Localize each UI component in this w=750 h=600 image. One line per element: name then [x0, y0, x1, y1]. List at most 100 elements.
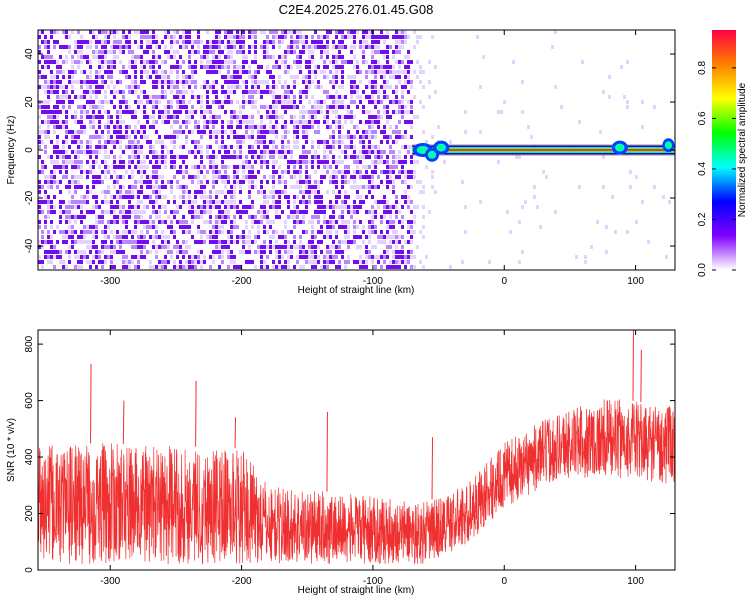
heatmap-cell — [383, 160, 386, 164]
heatmap-cell — [356, 165, 359, 169]
heatmap-cell — [209, 130, 212, 134]
heatmap-cell — [38, 195, 41, 199]
heatmap-cell — [68, 235, 71, 239]
heatmap-cell — [179, 145, 182, 149]
heatmap-cell — [599, 130, 602, 134]
heatmap-cell — [74, 130, 77, 134]
heatmap-cell — [68, 215, 71, 219]
heatmap-cell — [383, 95, 386, 99]
heatmap-cell — [122, 50, 125, 54]
heatmap-cell — [281, 210, 284, 214]
heatmap-cell — [80, 70, 83, 74]
heatmap-cell — [410, 235, 413, 239]
heatmap-cell — [317, 255, 320, 259]
heatmap-cell — [308, 185, 311, 189]
heatmap-cell — [401, 250, 404, 254]
heatmap-cell — [317, 205, 320, 209]
heatmap-cell — [203, 220, 206, 224]
heatmap-cell — [401, 30, 404, 34]
heatmap-cell — [71, 230, 74, 234]
heatmap-cell — [302, 150, 305, 154]
heatmap-cell — [203, 165, 206, 169]
heatmap-cell — [95, 155, 98, 159]
heatmap-cell — [104, 60, 107, 64]
heatmap-cell — [131, 145, 134, 149]
heatmap-cell — [131, 255, 134, 259]
heatmap-cell — [215, 130, 218, 134]
heatmap-cell — [344, 165, 347, 169]
heatmap-cell — [329, 235, 332, 239]
heatmap-cell — [383, 210, 386, 214]
heatmap-cell — [176, 185, 179, 189]
heatmap-cell — [80, 35, 83, 39]
heatmap-cell — [386, 220, 389, 224]
heatmap-cell — [146, 230, 149, 234]
heatmap-cell — [320, 50, 323, 54]
heatmap-cell — [272, 40, 275, 44]
heatmap-cell — [275, 170, 278, 174]
heatmap-cell — [77, 185, 80, 189]
heatmap-cell — [152, 225, 155, 229]
heatmap-cell — [95, 95, 98, 99]
heatmap-cell — [338, 240, 341, 244]
heatmap-cell — [44, 135, 47, 139]
heatmap-cell — [170, 55, 173, 59]
heatmap-cell — [149, 75, 152, 79]
heatmap-cell — [41, 210, 44, 214]
heatmap-cell — [143, 210, 146, 214]
heatmap-cell — [197, 205, 200, 209]
heatmap-cell — [134, 210, 137, 214]
heatmap-cell — [140, 190, 143, 194]
heatmap-cell — [116, 230, 119, 234]
heatmap-cell — [416, 180, 419, 184]
heatmap-cell — [110, 150, 113, 154]
carrier-blob-core — [427, 150, 437, 159]
heatmap-cell — [236, 175, 239, 179]
heatmap-cell — [299, 50, 302, 54]
heatmap-cell — [329, 200, 332, 204]
heatmap-cell — [371, 70, 374, 74]
heatmap-cell — [401, 35, 404, 39]
heatmap-cell — [350, 155, 353, 159]
heatmap-cell — [137, 30, 140, 34]
heatmap-cell — [101, 135, 104, 139]
heatmap-cell — [167, 250, 170, 254]
heatmap-cell — [341, 100, 344, 104]
heatmap-cell — [215, 115, 218, 119]
heatmap-cell — [152, 205, 155, 209]
heatmap-cell — [206, 85, 209, 89]
heatmap-cell — [413, 115, 416, 119]
heatmap-cell — [164, 35, 167, 39]
heatmap-cell — [185, 30, 188, 34]
heatmap-cell — [272, 170, 275, 174]
heatmap-cell — [68, 100, 71, 104]
heatmap-cell — [272, 195, 275, 199]
heatmap-cell — [164, 185, 167, 189]
heatmap-cell — [56, 180, 59, 184]
heatmap-cell — [89, 125, 92, 129]
heatmap-cell — [56, 255, 59, 259]
heatmap-cell — [332, 145, 335, 149]
heatmap-cell — [278, 250, 281, 254]
spectrogram-y-axis-label: Frequency (Hz) — [6, 116, 17, 185]
heatmap-cell — [53, 90, 56, 94]
heatmap-cell — [386, 180, 389, 184]
heatmap-cell — [221, 85, 224, 89]
heatmap-cell — [362, 150, 365, 154]
heatmap-cell — [407, 220, 410, 224]
heatmap-cell — [302, 45, 305, 49]
heatmap-cell — [320, 195, 323, 199]
heatmap-cell — [41, 165, 44, 169]
heatmap-cell — [584, 255, 587, 259]
heatmap-cell — [407, 260, 410, 264]
heatmap-cell — [65, 230, 68, 234]
heatmap-cell — [218, 205, 221, 209]
heatmap-cell — [128, 125, 131, 129]
heatmap-cell — [50, 110, 53, 114]
heatmap-cell — [218, 215, 221, 219]
heatmap-cell — [47, 85, 50, 89]
heatmap-cell — [542, 170, 545, 174]
heatmap-cell — [119, 145, 122, 149]
heatmap-cell — [479, 85, 482, 89]
heatmap-cell — [368, 45, 371, 49]
